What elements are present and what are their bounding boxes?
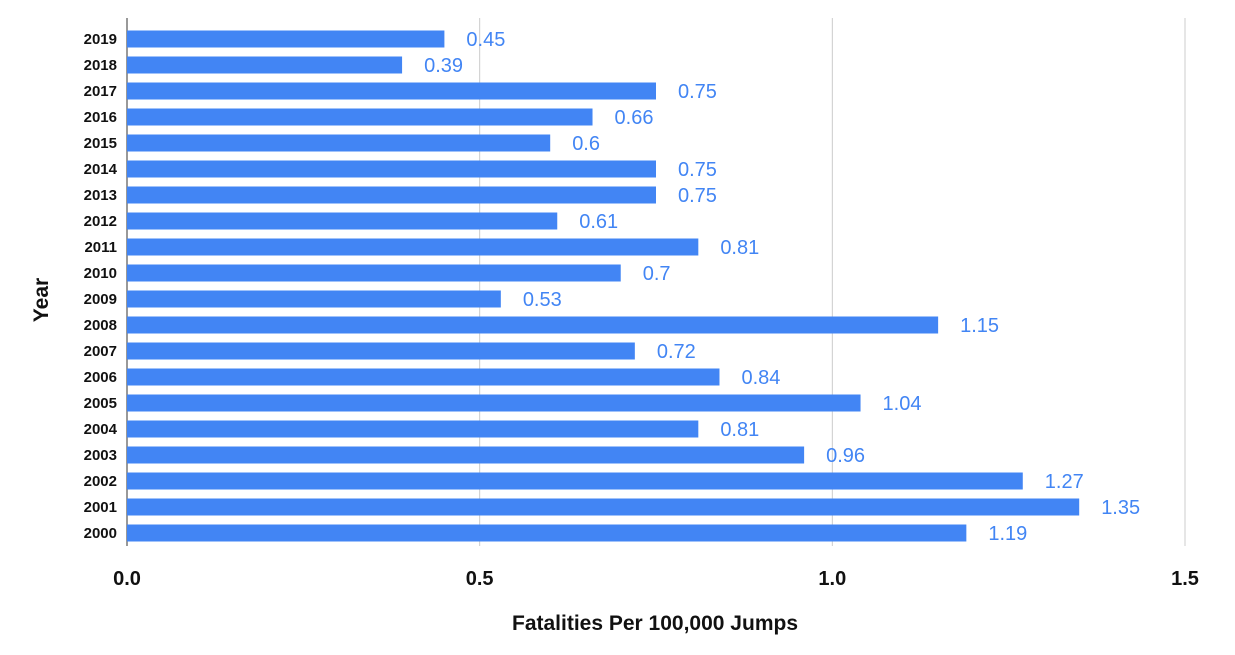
- bar: [127, 290, 501, 308]
- bar: [127, 394, 861, 412]
- category-label: 2019: [84, 31, 117, 48]
- bar: [127, 82, 656, 100]
- category-label: 2010: [84, 265, 117, 282]
- category-label: 2015: [84, 135, 117, 152]
- bars: [127, 30, 1080, 542]
- data-label: 0.96: [826, 445, 865, 467]
- category-label: 2012: [84, 213, 117, 230]
- data-label: 0.6: [572, 133, 600, 155]
- bar: [127, 238, 699, 256]
- bar: [127, 108, 593, 126]
- data-label: 0.72: [657, 341, 696, 363]
- bar: [127, 30, 445, 48]
- x-tick-label: 1.0: [818, 568, 846, 590]
- category-label: 2017: [84, 83, 117, 100]
- bar: [127, 368, 720, 386]
- category-label: 2005: [84, 395, 117, 412]
- category-label: 2004: [84, 421, 118, 438]
- category-labels: 2019 2018 2017 2016 2015 2014 2013 2012 2011 2010…: [84, 31, 118, 542]
- category-label: 2018: [84, 57, 117, 74]
- data-label: 0.66: [615, 107, 654, 129]
- bar: [127, 316, 939, 334]
- category-label: 2006: [84, 369, 117, 386]
- data-label: 1.04: [883, 393, 922, 415]
- category-label: 2009: [84, 291, 117, 308]
- category-label: 2016: [84, 109, 117, 126]
- x-tick-labels: 0.0 0.5 1.0 1.5: [113, 568, 1199, 590]
- y-axis-title: Year: [30, 278, 53, 322]
- category-label: 2014: [84, 161, 118, 178]
- bar: [127, 264, 621, 282]
- bar: [127, 342, 635, 360]
- data-label: 1.35: [1101, 497, 1140, 519]
- bar: [127, 498, 1080, 516]
- bar: [127, 524, 967, 542]
- bar: [127, 420, 699, 438]
- data-label: 0.81: [720, 419, 759, 441]
- data-label: 1.15: [960, 315, 999, 337]
- data-label: 0.84: [741, 367, 780, 389]
- data-label: 0.75: [678, 159, 717, 181]
- category-label: 2007: [84, 343, 117, 360]
- data-label: 0.81: [720, 237, 759, 259]
- data-label: 0.53: [523, 289, 562, 311]
- category-label: 2002: [84, 473, 117, 490]
- data-label: 0.61: [579, 211, 618, 233]
- bar: [127, 472, 1023, 490]
- data-label: 0.75: [678, 81, 717, 103]
- category-label: 2001: [84, 499, 117, 516]
- x-tick-label: 0.0: [113, 568, 141, 590]
- data-label: 1.19: [988, 523, 1027, 545]
- bar: [127, 212, 558, 230]
- data-label: 0.7: [643, 263, 671, 285]
- category-label: 2011: [84, 239, 117, 256]
- category-label: 2000: [84, 525, 117, 542]
- data-label: 0.75: [678, 185, 717, 207]
- data-label: 1.27: [1045, 471, 1084, 493]
- data-labels: 0.450.39 0.75 0.66 0.6 0.75 0.75 0.61 0.81 0.7 0.…: [424, 29, 1140, 545]
- category-label: 2008: [84, 317, 117, 334]
- category-label: 2003: [84, 447, 117, 464]
- x-tick-label: 0.5: [466, 568, 494, 590]
- data-label: 0.39: [424, 55, 463, 77]
- data-label: 0.45: [466, 29, 505, 51]
- bar: [127, 186, 656, 204]
- bar: [127, 56, 403, 74]
- x-tick-label: 1.5: [1171, 568, 1199, 590]
- bar: [127, 160, 656, 178]
- bar: [127, 446, 805, 464]
- category-label: 2013: [84, 187, 117, 204]
- x-axis-title: Fatalities Per 100,000 Jumps: [512, 612, 798, 635]
- bar: [127, 134, 551, 152]
